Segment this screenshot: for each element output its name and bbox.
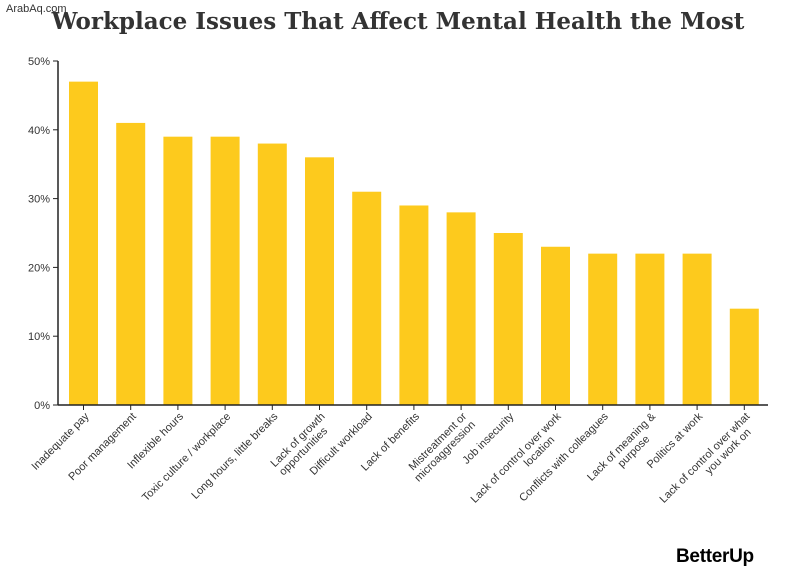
bar	[588, 253, 618, 405]
bar	[446, 212, 476, 405]
bar	[541, 246, 570, 405]
y-tick-label: 50%	[28, 56, 50, 68]
bar	[69, 81, 98, 405]
x-tick-label: Long hours, little breaks	[189, 410, 280, 501]
y-tick-label: 30%	[28, 194, 50, 206]
bar	[399, 205, 429, 405]
y-tick-label: 0%	[34, 400, 50, 412]
bar	[305, 157, 334, 405]
bar	[352, 191, 382, 405]
bar	[210, 136, 240, 405]
y-tick-label: 10%	[28, 331, 50, 343]
y-tick-label: 20%	[28, 262, 50, 274]
bar	[163, 136, 193, 405]
watermark: ArabAq.com	[6, 3, 67, 15]
bar	[729, 308, 759, 405]
bar	[493, 233, 523, 405]
x-tick-label: Lack of control over whatyou work on	[657, 411, 760, 514]
betterup-logo: BetterUp	[676, 546, 754, 567]
bar	[635, 253, 665, 405]
y-tick-label: 40%	[28, 125, 50, 137]
x-tick-label: Toxic culture / workplace	[140, 411, 233, 504]
bar	[257, 143, 287, 405]
bar	[682, 253, 712, 405]
chart-title: Workplace Issues That Affect Mental Heal…	[51, 8, 745, 35]
bar	[116, 122, 146, 406]
